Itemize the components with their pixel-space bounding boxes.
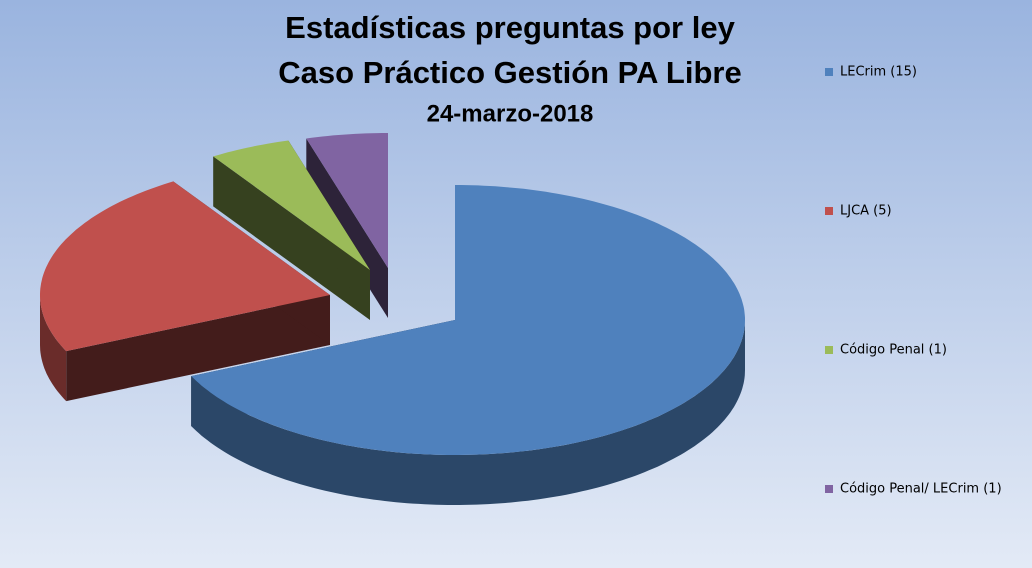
slice-wall [40,295,67,402]
chart-subtitle: Caso Práctico Gestión PA Libre [278,55,741,90]
legend-label: LECrim (15) [840,65,917,80]
slice-wall [191,320,745,505]
legend-swatch [825,346,833,354]
slice [306,133,388,268]
legend-swatch [825,485,833,493]
legend-label: Código Penal (1) [840,343,947,358]
slice-side [66,295,330,402]
pie [40,133,745,505]
chart-title: Estadísticas preguntas por ley [285,10,735,45]
slice-side [213,156,370,320]
legend-label: LJCA (5) [840,204,892,219]
legend-swatch [825,207,833,215]
legend-label: Código Penal/ LECrim (1) [840,482,1002,497]
slice [213,140,370,270]
legend: LECrim (15) LJCA (5) Código Penal (1) Códig… [825,65,1002,497]
slice [40,181,330,352]
slice [191,185,745,455]
chart-date: 24-marzo-2018 [427,100,594,127]
legend-swatch [825,68,833,76]
